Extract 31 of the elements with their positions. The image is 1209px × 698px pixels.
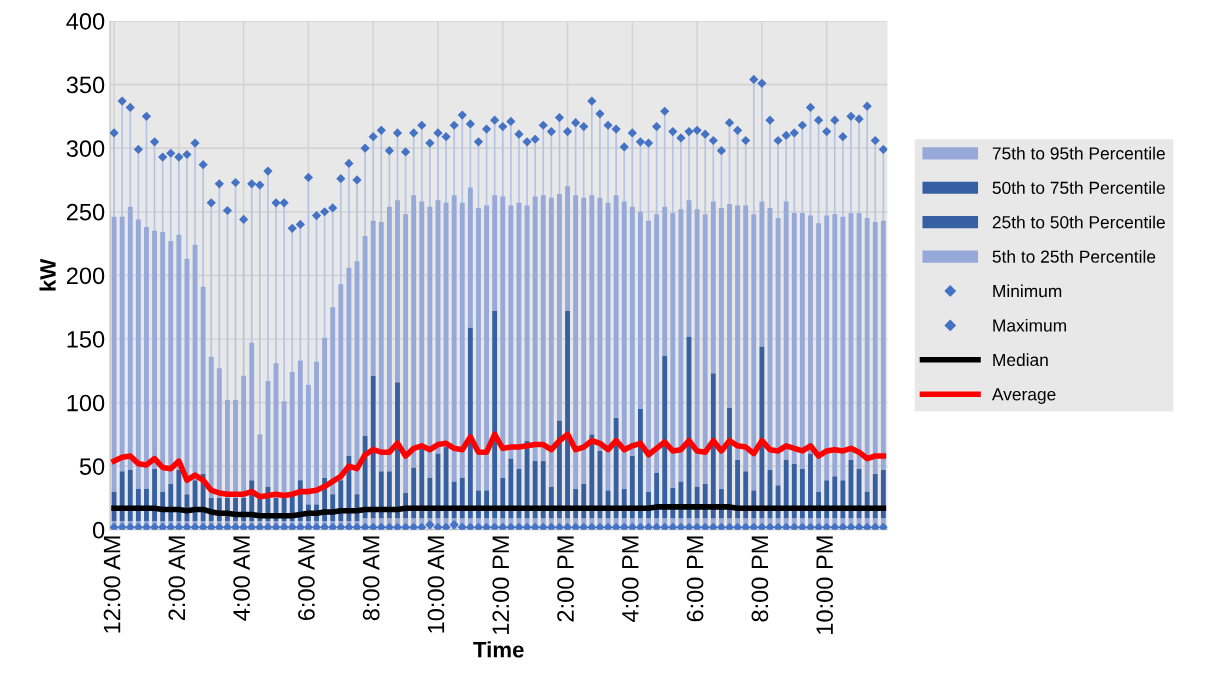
legend-label: Median <box>993 353 1048 367</box>
x-tick-label: 12:00 PM <box>492 536 510 634</box>
x-tick-label: 10:00 AM <box>427 536 445 633</box>
y-tick-label: 250 <box>66 203 105 221</box>
y-axis-title: kW <box>39 258 56 291</box>
legend-label: 5th to 25th Percentile <box>992 250 1156 263</box>
legend-label: 75th to 95th Percentile <box>992 146 1165 160</box>
x-tick-label: 6:00 AM <box>298 536 315 621</box>
y-tick-label: 400 <box>66 13 105 30</box>
x-tick-label: 10:00 PM <box>816 536 834 634</box>
x-tick-label: 8:00 PM <box>751 536 769 622</box>
legend-label: Average <box>991 388 1056 404</box>
y-tick-label: 200 <box>66 267 105 285</box>
legend-label: 50th to 75th Percentile <box>992 181 1165 194</box>
x-tick-label: 6:00 PM <box>686 536 704 622</box>
x-tick-label: 8:00 AM <box>362 536 380 621</box>
y-tick-label: 0 <box>92 521 105 539</box>
y-tick-label: 150 <box>67 331 105 348</box>
x-tick-label: 4:00 PM <box>621 536 639 623</box>
x-tick-label: 4:00 AM <box>233 536 250 621</box>
x-tick-label: 2:00 PM <box>557 536 574 622</box>
x-axis-title: Time <box>473 641 524 658</box>
legend-label: Minimum <box>993 284 1062 298</box>
y-tick-label: 100 <box>67 394 105 412</box>
x-tick-label: 12:00 AM <box>103 536 121 633</box>
legend-label: Maximum <box>993 318 1066 332</box>
y-tick-label: 300 <box>66 140 105 157</box>
y-tick-label: 350 <box>66 76 105 94</box>
legend-label: 25th to 50th Percentile <box>992 215 1165 229</box>
x-tick-label: 2:00 AM <box>168 536 186 621</box>
y-tick-label: 50 <box>79 458 105 475</box>
